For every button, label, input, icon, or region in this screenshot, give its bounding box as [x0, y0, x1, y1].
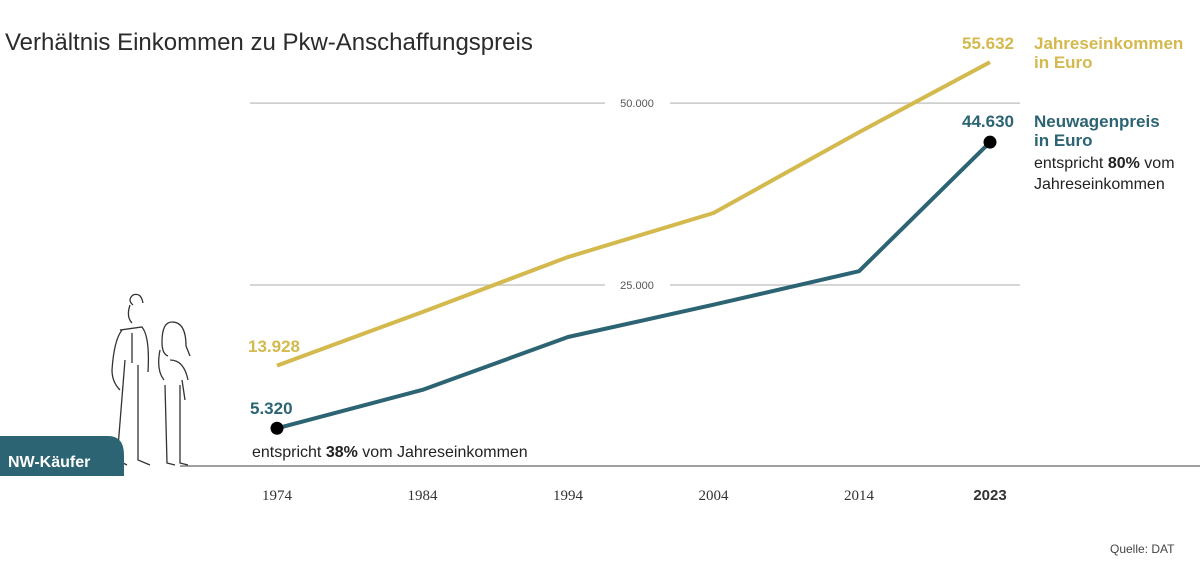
x-tick-label: 2014 — [844, 488, 875, 504]
price-legend-line2: in Euro — [1034, 131, 1093, 150]
x-tick-label: 2023 — [973, 487, 1006, 504]
x-tick-label: 1974 — [262, 488, 293, 504]
source-label: Quelle: DAT — [1110, 542, 1175, 556]
price-start-label: 5.320 — [250, 399, 293, 418]
gridline-label: 25.000 — [620, 280, 654, 292]
price-legend-line1: Neuwagenpreis — [1034, 112, 1160, 131]
income-start-label: 13.928 — [248, 337, 300, 356]
people-illustration-icon — [111, 293, 191, 466]
nw-kaeufer-badge — [0, 436, 124, 476]
price-end-label: 44.630 — [962, 112, 1014, 131]
income-legend-line2: in Euro — [1034, 53, 1093, 72]
price-point — [270, 421, 284, 435]
end-annotation: entspricht 80% vom — [1034, 155, 1175, 172]
x-tick-label: 1984 — [408, 488, 439, 504]
chart-title: Verhältnis Einkommen zu Pkw-Anschaffungs… — [5, 29, 533, 56]
income-legend-line1: Jahreseinkommen — [1034, 34, 1183, 53]
badge-label: NW-Käufer — [8, 454, 90, 471]
gridline-label: 50.000 — [620, 98, 654, 110]
start-annotation: entspricht 38% vom Jahreseinkommen — [252, 444, 528, 461]
x-tick-label: 2004 — [699, 488, 730, 504]
income-end-label: 55.632 — [962, 34, 1014, 53]
price-point — [983, 135, 997, 149]
end-annotation-line2: Jahreseinkommen — [1034, 176, 1165, 193]
income-line — [276, 60, 991, 368]
x-tick-label: 1994 — [553, 488, 584, 504]
price-line — [276, 140, 992, 431]
